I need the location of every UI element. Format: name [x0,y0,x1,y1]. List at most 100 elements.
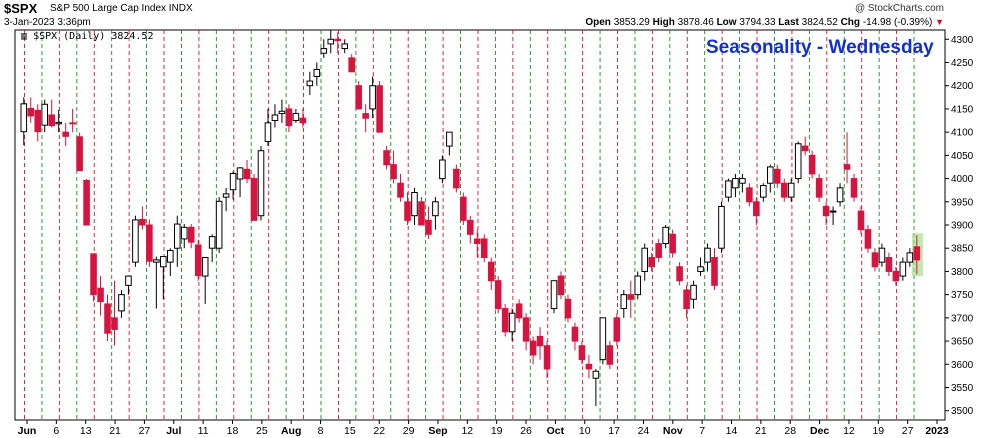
candle-body [704,247,711,263]
open-label: Open [585,17,611,28]
candle-body [383,150,390,166]
x-tick-label: Aug [281,425,301,437]
legend-text: $SPX (Daily) 3824.52 [33,31,154,42]
ticker-symbol: $SPX [4,1,38,16]
candle-body [187,226,195,243]
y-tick-label: 3650 [951,337,974,348]
x-tick-label: 19 [872,425,884,437]
candle-body [641,247,649,272]
x-tick-label: 2023 [925,425,949,437]
candle-body [753,201,760,217]
candle-body [739,178,746,184]
candle-body [655,243,662,258]
candle-body [299,117,307,124]
candle-body [62,131,69,137]
candle-body [578,345,586,361]
candle-body [718,205,725,249]
x-tick-label: 6 [53,425,59,437]
candle-body [843,164,851,170]
candle-body [480,238,488,259]
last-label: Last [778,17,799,28]
x-tick-label: 21 [109,425,121,437]
candle-body [913,246,921,261]
candle-body [522,317,530,342]
candle-body [571,326,579,342]
candle-body [208,236,216,249]
candle-body [153,259,160,263]
x-tick-label: 11 [198,425,209,437]
candle-body [648,257,655,268]
down-triangle-icon: ▼ [935,17,944,27]
y-tick-label: 3900 [951,221,974,232]
candle-body [508,312,516,333]
x-tick-label: 12 [843,425,855,437]
candle-body [97,287,104,303]
ohlc-readout: Open 3853.29 High 3878.46 Low 3794.33 La… [585,17,944,28]
x-tick-label: 22 [373,425,385,437]
candle-body [236,167,244,180]
x-tick-label: 15 [344,425,356,437]
candle-body [599,317,607,361]
candle-body [132,219,139,263]
candle-body [676,266,683,282]
low-value: 3794.33 [739,17,776,28]
y-tick-label: 3700 [951,313,974,324]
candle-body [892,270,900,282]
candle-body [125,275,132,286]
candle-body [515,303,523,319]
candle-body [606,345,614,365]
candle-body [173,223,181,249]
x-tick-label: 18 [227,425,239,437]
x-tick-label: 28 [784,425,796,437]
candle-body [278,110,286,115]
y-tick-label: 3550 [951,383,974,394]
chart-legend: ▥ $SPX (Daily) 3824.52 [21,31,153,42]
candle-body [285,108,293,127]
x-tick-label: Oct [547,425,565,437]
y-tick-label: 4150 [951,104,974,115]
candle-body [34,109,42,133]
candle-body [104,303,111,334]
y-tick-label: 4050 [951,151,974,162]
x-tick-label: 27 [902,425,914,437]
candle-body [111,317,118,330]
candle-body [201,257,209,277]
candle-body [411,192,418,217]
candle-body [292,113,300,122]
quote-bar: 3-Jan-2023 3:36pm Open 3853.29 High 3878… [0,16,990,30]
candle-body [229,172,237,191]
candle-body [194,244,202,277]
ticker-description: S&P 500 Large Cap Index INDX [50,3,193,14]
candle-body [634,275,642,296]
chart-annotation: Seasonality - Wednesday [706,37,934,58]
candle-body [439,159,446,180]
x-tick-label: 24 [638,425,650,437]
candle-body [780,182,788,198]
candle-body [432,201,439,217]
x-tick-label: Jun [18,425,37,437]
candle-body [773,168,781,184]
candle-body [613,317,621,342]
candle-body [90,253,97,296]
chg-label: Chg [840,17,861,28]
candle-body [864,229,872,249]
y-tick-label: 3850 [951,244,974,255]
x-tick-label: 17 [608,425,620,437]
candle-body [557,275,565,296]
candle-body [487,261,495,282]
candle-body [306,80,314,87]
candle-body [725,180,732,198]
candle-body [180,226,188,240]
candle-body [850,178,858,198]
candle-body [425,219,432,235]
y-tick-label: 4200 [951,81,974,92]
candle-body [55,121,62,125]
candle-body [76,136,83,172]
legend-swatch-icon: ▥ [21,31,28,42]
candle-body [543,345,551,370]
x-tick-label: Jul [166,425,181,437]
y-tick-label: 4100 [951,128,974,139]
y-tick-label: 3800 [951,267,974,278]
credit-text: @ StockCharts.com [854,3,944,14]
candle-body [453,168,460,189]
